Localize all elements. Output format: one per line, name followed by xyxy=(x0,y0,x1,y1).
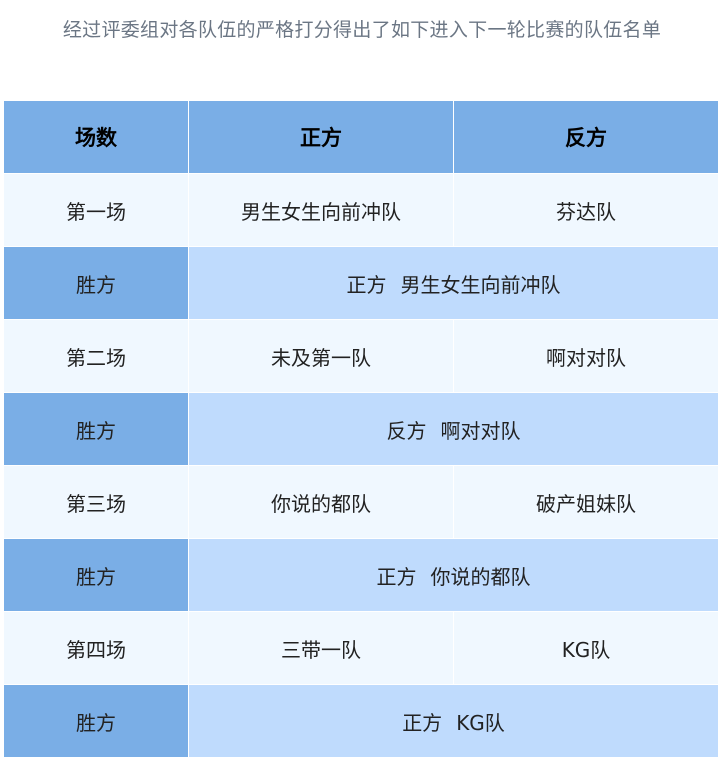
pro-team-cell: 你说的都队 xyxy=(188,465,454,539)
round-cell: 第三场 xyxy=(3,465,189,539)
pro-team-cell: 未及第一队 xyxy=(188,319,454,393)
match-row: 第二场 未及第一队 啊对对队 xyxy=(3,319,719,393)
pro-team-cell: 男生女生向前冲队 xyxy=(188,173,454,247)
winner-side: 正方 xyxy=(402,710,443,735)
winner-row: 胜方 正方 男生女生向前冲队 xyxy=(3,246,719,320)
winner-label-cell: 胜方 xyxy=(3,392,189,466)
winner-value-cell: 正方 KG队 xyxy=(188,684,719,758)
results-table: 场数 正方 反方 第一场 男生女生向前冲队 芬达队 胜方 正方 男生女生向前冲队 … xyxy=(3,100,719,758)
winner-value-cell: 正方 男生女生向前冲队 xyxy=(188,246,719,320)
winner-side: 正方 xyxy=(376,564,417,589)
con-team-cell: 芬达队 xyxy=(453,173,719,247)
round-cell: 第四场 xyxy=(3,611,189,685)
winner-side: 正方 xyxy=(346,272,387,297)
match-row: 第四场 三带一队 KG队 xyxy=(3,611,719,685)
winner-value-cell: 反方 啊对对队 xyxy=(188,392,719,466)
round-cell: 第一场 xyxy=(3,173,189,247)
con-team-cell: 破产姐妹队 xyxy=(453,465,719,539)
pro-team-cell: 三带一队 xyxy=(188,611,454,685)
winner-label-cell: 胜方 xyxy=(3,538,189,612)
con-team-cell: KG队 xyxy=(453,611,719,685)
winner-label-cell: 胜方 xyxy=(3,684,189,758)
winner-value-cell: 正方 你说的都队 xyxy=(188,538,719,612)
winner-team: 男生女生向前冲队 xyxy=(400,272,561,297)
table-header-row: 场数 正方 反方 xyxy=(3,100,719,174)
intro-text: 经过评委组对各队伍的严格打分得出了如下进入下一轮比赛的队伍名单 xyxy=(62,19,662,41)
winner-side: 反方 xyxy=(386,418,427,443)
winner-team: KG队 xyxy=(456,710,505,735)
header-con: 反方 xyxy=(453,100,719,174)
round-cell: 第二场 xyxy=(3,319,189,393)
winner-label-cell: 胜方 xyxy=(3,246,189,320)
winner-row: 胜方 正方 你说的都队 xyxy=(3,538,719,612)
header-pro: 正方 xyxy=(188,100,454,174)
winner-team: 啊对对队 xyxy=(440,418,521,443)
match-row: 第一场 男生女生向前冲队 芬达队 xyxy=(3,173,719,247)
winner-team: 你说的都队 xyxy=(430,564,531,589)
con-team-cell: 啊对对队 xyxy=(453,319,719,393)
winner-row: 胜方 正方 KG队 xyxy=(3,684,719,758)
match-row: 第三场 你说的都队 破产姐妹队 xyxy=(3,465,719,539)
header-round: 场数 xyxy=(3,100,189,174)
winner-row: 胜方 反方 啊对对队 xyxy=(3,392,719,466)
